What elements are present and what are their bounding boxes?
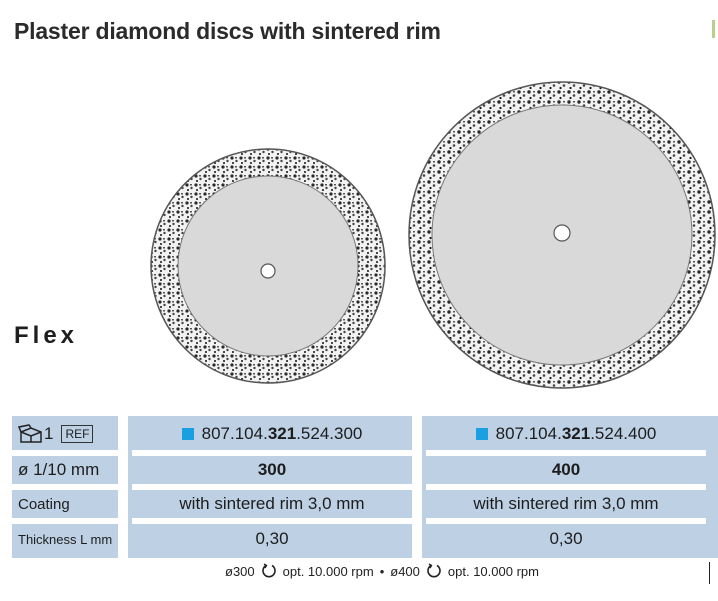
row-separator bbox=[426, 450, 706, 456]
row-separator bbox=[132, 450, 412, 456]
disc-300-image bbox=[150, 148, 386, 384]
rotation-icon bbox=[261, 563, 276, 578]
footer-separator: • bbox=[379, 563, 385, 579]
ref-cell-400: 807.104. 321.524.400 bbox=[426, 418, 706, 450]
ref-suffix: .524.300 bbox=[296, 424, 363, 443]
page-title: Plaster diamond discs with sintered rim bbox=[14, 18, 441, 44]
ref-square-icon bbox=[181, 428, 194, 440]
row-separator bbox=[132, 484, 412, 490]
footer-size-400: ø400 bbox=[390, 563, 420, 579]
product-line-label: Flex bbox=[14, 322, 79, 349]
ref-square-icon bbox=[475, 428, 488, 440]
disc-400-image bbox=[408, 81, 716, 389]
row-separator bbox=[12, 450, 118, 456]
diameter-value: 300 bbox=[257, 460, 287, 479]
pack-count: 1 bbox=[44, 424, 54, 443]
footer-size-300: ø300 bbox=[225, 563, 255, 579]
thickness-400: 0,30 bbox=[549, 529, 583, 548]
row-separator bbox=[132, 518, 412, 524]
ref-prefix: 807.104. bbox=[495, 424, 562, 443]
column-divider-1 bbox=[118, 416, 128, 558]
diameter-300: 300 bbox=[132, 456, 412, 484]
rotation-icon bbox=[427, 563, 441, 578]
ref-bold: 321 bbox=[561, 424, 591, 443]
row-separator bbox=[12, 518, 118, 524]
footer-speed-300: opt. 10.000 rpm bbox=[282, 563, 374, 579]
row-label-diameter: ø 1/10 mm bbox=[18, 460, 100, 479]
row-separator bbox=[426, 518, 706, 524]
text-cursor bbox=[709, 562, 710, 584]
ref-prefix: 807.104. bbox=[201, 424, 268, 443]
coating-400: with sintered rim 3,0 mm bbox=[473, 494, 659, 513]
speed-footer: ø300 opt. 10.000 rpm • ø400 opt. 10.000 … bbox=[225, 563, 539, 579]
edge-mark bbox=[712, 20, 715, 38]
ref-badge: REF bbox=[61, 425, 94, 443]
ref-suffix: .524.400 bbox=[590, 424, 657, 443]
package-icon bbox=[18, 424, 42, 443]
pack-cell: 1 REF bbox=[18, 418, 118, 450]
diameter-value: 400 bbox=[551, 460, 581, 479]
thickness-300: 0,30 bbox=[255, 529, 289, 548]
coating-300: with sintered rim 3,0 mm bbox=[179, 494, 365, 513]
ref-cell-300: 807.104. 321.524.300 bbox=[132, 418, 412, 450]
row-label-coating: Coating bbox=[18, 495, 70, 513]
footer-speed-400: opt. 10.000 rpm bbox=[447, 563, 539, 579]
column-divider-2 bbox=[412, 416, 422, 558]
row-separator bbox=[12, 484, 118, 490]
diameter-400: 400 bbox=[426, 456, 706, 484]
ref-bold: 321 bbox=[267, 424, 297, 443]
row-separator bbox=[426, 484, 706, 490]
row-label-thickness: Thickness L mm bbox=[18, 531, 113, 547]
